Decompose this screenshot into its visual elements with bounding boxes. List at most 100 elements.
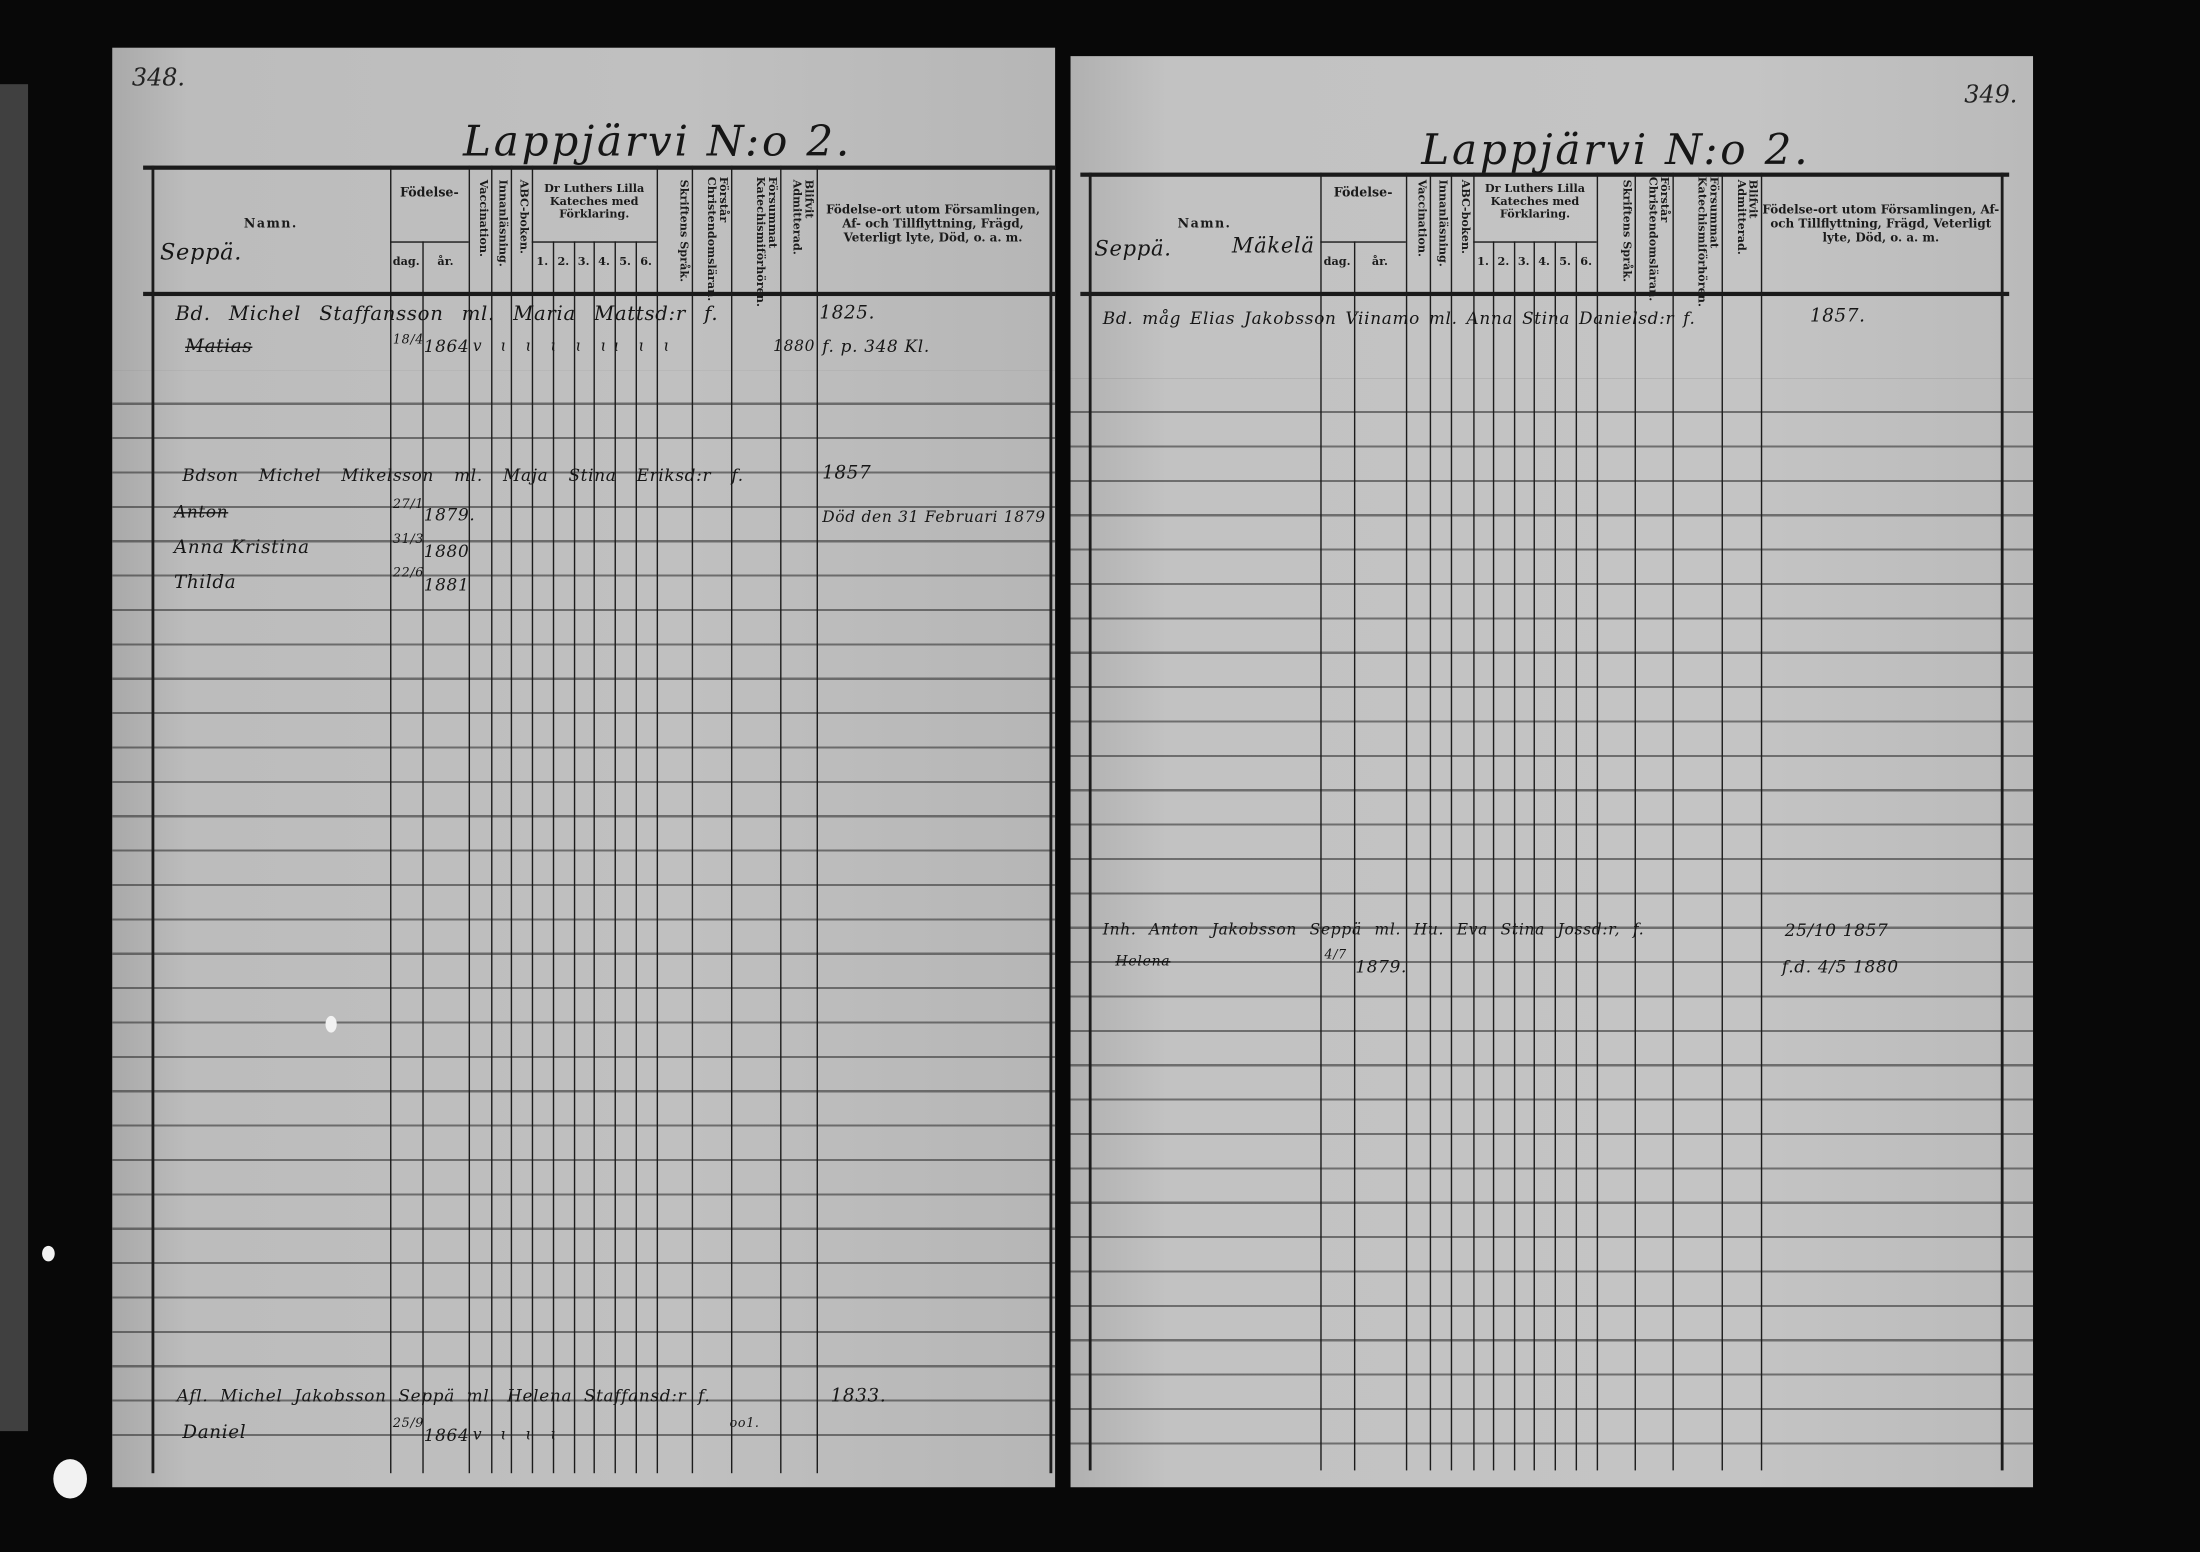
column-rule xyxy=(1575,241,1578,1471)
header-num-2: 2. xyxy=(557,253,570,268)
column-rule xyxy=(1634,172,1637,1471)
column-rule xyxy=(635,241,638,1474)
child-name: Matias xyxy=(185,336,253,358)
household-head: Bd. måg Elias Jakobsson Viinamo ml. Anna… xyxy=(1102,308,1696,329)
column-rule xyxy=(1353,241,1356,1471)
adjacent-page-edge xyxy=(0,84,29,1432)
column-rule xyxy=(1450,172,1453,1471)
birth-day: 31/3 xyxy=(392,533,425,548)
birth-day: 18/4 xyxy=(392,333,425,348)
village-name: Seppä. xyxy=(159,238,243,266)
header-ar: år. xyxy=(1371,253,1388,268)
header-vaccination: Vaccination. xyxy=(1415,179,1430,257)
child-name: Daniel xyxy=(182,1422,247,1444)
column-rule xyxy=(780,165,782,1474)
header-blifvit: Blifvit Admitterad. xyxy=(1735,179,1761,255)
header-fodelse: Födelse- xyxy=(1333,186,1393,201)
header-skriftens-sprak: Skriftens Språk. xyxy=(1620,179,1635,283)
column-rule xyxy=(691,165,694,1474)
column-rule xyxy=(1596,172,1599,1471)
birth-year: 1825. xyxy=(819,303,876,325)
birth-day: 27/1 xyxy=(392,498,425,513)
birth-year: 1881 xyxy=(423,575,470,595)
birth-year: 1879. xyxy=(423,505,476,525)
ruled-lines xyxy=(112,370,1056,1460)
column-rule xyxy=(1088,172,1092,1471)
household-head: Bdson Michel Mikelsson ml. Maja Stina Er… xyxy=(182,465,744,486)
column-rule xyxy=(1533,241,1536,1471)
column-rule xyxy=(1721,172,1724,1471)
page-number: 348. xyxy=(131,64,186,93)
header-num-5: 5. xyxy=(619,253,631,268)
column-rule xyxy=(593,241,596,1474)
margin-note: oo1. xyxy=(729,1417,760,1432)
birth-year: 1857. xyxy=(1809,305,1866,327)
column-rule xyxy=(552,241,555,1474)
scan-blemish xyxy=(325,1015,337,1033)
header-num-3: 3. xyxy=(1517,253,1530,268)
page-title: Lappjärvi N:o 2. xyxy=(463,117,853,167)
header-fodelse: Födelse- xyxy=(399,186,459,201)
header-num-2: 2. xyxy=(1497,253,1510,268)
scan-blemish xyxy=(42,1245,55,1262)
child-name: Anton xyxy=(173,502,229,522)
header-top-rule xyxy=(143,165,1056,170)
header-namn: Namn. xyxy=(243,217,298,232)
header-dag: dag. xyxy=(1323,253,1351,268)
check-marks: v ɩ ɩ ɩ ɩ ɩɩ ɩ ɩ xyxy=(472,336,677,355)
header-vaccination: Vaccination. xyxy=(477,179,492,257)
header-forstar: Förstår Christendomsläran. xyxy=(705,176,731,302)
household-head: Inh. Anton Jakobsson Seppä ml. Hu. Eva S… xyxy=(1102,920,1645,939)
birth-date: 25/10 1857 xyxy=(1784,920,1889,941)
check-marks: v ɩ ɩ ɩ xyxy=(472,1425,564,1444)
column-rule xyxy=(510,165,513,1474)
column-rule xyxy=(422,241,425,1474)
column-rule xyxy=(730,165,733,1474)
header-forsummat: Försummat Katechismiförhören. xyxy=(754,176,781,307)
column-rule xyxy=(151,165,155,1474)
header-top-rule xyxy=(1080,172,2010,177)
header-dag: dag. xyxy=(392,253,420,268)
header-fodelseort: Födelse-ort utom Församlingen, Af- och T… xyxy=(1762,203,2000,245)
birth-day: 25/9 xyxy=(392,1417,425,1432)
header-num-4: 4. xyxy=(1538,253,1550,268)
page-number: 349. xyxy=(1964,81,2018,110)
move-note: f.d. 4/5 1880 xyxy=(1781,956,1899,977)
admitted-year: 1880 xyxy=(773,336,816,355)
column-rule xyxy=(491,165,493,1474)
column-rule xyxy=(614,241,617,1474)
birth-year: 1833. xyxy=(830,1386,887,1408)
column-rule xyxy=(2000,172,2004,1471)
column-rule xyxy=(656,165,659,1474)
birth-year: 1879. xyxy=(1355,956,1408,977)
subheader-rule xyxy=(1320,241,1406,243)
column-rule xyxy=(1473,172,1476,1471)
header-innanlasning: Innanläsning. xyxy=(496,179,511,267)
death-note: Död den 31 Februari 1879 xyxy=(822,507,1046,527)
household-head: Afl. Michel Jakobsson Seppä ml. Helena S… xyxy=(176,1386,711,1406)
header-katekes: Dr Luthers Lilla Kateches med Förklaring… xyxy=(544,180,645,221)
subheader-rule xyxy=(390,241,469,243)
birthplace-note: f. p. 348 Kl. xyxy=(822,336,930,357)
column-rule xyxy=(1492,241,1495,1471)
header-abc-boken: ABC-boken. xyxy=(517,179,532,254)
header-blifvit: Blifvit Admitterad. xyxy=(790,179,817,255)
header-num-1: 1. xyxy=(536,253,549,268)
birth-year: 1864 xyxy=(423,336,470,357)
column-rule xyxy=(573,241,576,1474)
header-ar: år. xyxy=(437,253,454,268)
scan-blemish xyxy=(53,1459,87,1499)
header-katekes: Dr Luthers Lilla Kateches med Förklaring… xyxy=(1484,180,1586,221)
header-namn: Namn. xyxy=(1177,217,1232,232)
header-num-5: 5. xyxy=(1559,253,1571,268)
birth-day: 22/6 xyxy=(392,566,425,581)
header-skriftens-sprak: Skriftens Språk. xyxy=(677,179,692,283)
child-name: Thilda xyxy=(173,572,237,594)
column-rule xyxy=(1429,172,1432,1471)
header-num-6: 6. xyxy=(1580,253,1593,268)
left-page: 348. Lappjärvi N:o 2. Namn. Födelse- dag… xyxy=(112,47,1056,1488)
header-num-4: 4. xyxy=(598,253,610,268)
village-name: Seppä. xyxy=(1094,235,1172,261)
column-rule xyxy=(1513,241,1516,1471)
